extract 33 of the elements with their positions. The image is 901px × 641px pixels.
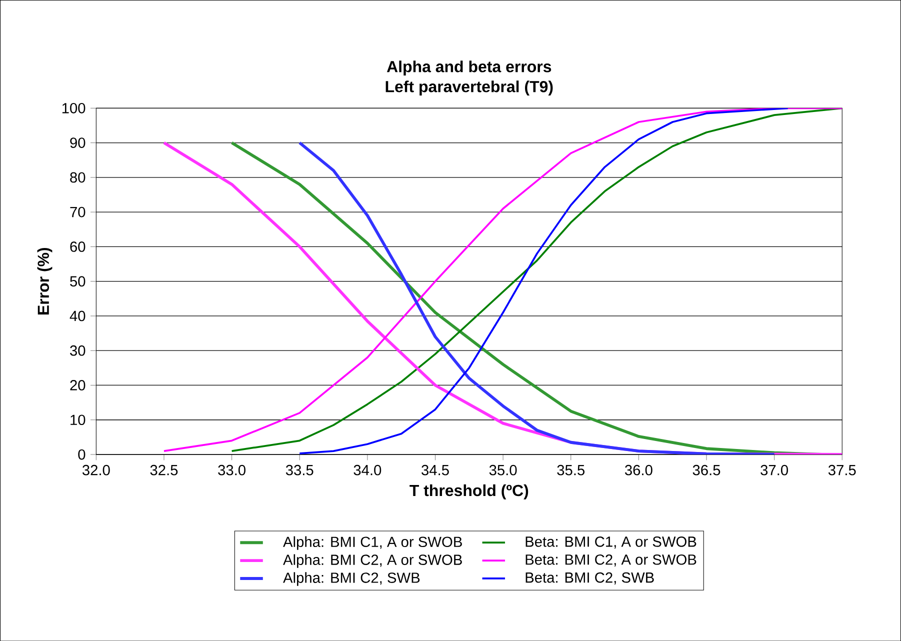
y-tick-label: 30 xyxy=(70,345,86,356)
y-tick-label: 50 xyxy=(70,276,86,286)
legend-label: Beta: BMI C2, A or SWOB xyxy=(526,554,696,566)
y-tick-label: 40 xyxy=(70,310,86,322)
x-tick-label: 34.0 xyxy=(354,464,382,476)
legend-label: Alpha: BMI C1, A or SWOB xyxy=(283,536,462,550)
x-tick-label: 35.0 xyxy=(489,464,517,476)
x-axis-title: T threshold (ºC) xyxy=(410,484,528,500)
legend-label: Alpha: BMI C2, A or SWOB xyxy=(283,554,462,568)
x-tick-label: 37.5 xyxy=(828,464,856,476)
y-tick-label: 60 xyxy=(70,241,86,252)
x-tick-label: 32.0 xyxy=(82,464,110,476)
x-tick-label: 37.0 xyxy=(760,464,788,476)
y-tick-label: 80 xyxy=(70,172,86,182)
y-tick-label: 10 xyxy=(70,414,86,425)
x-tick-label: 33.5 xyxy=(286,464,314,476)
legend-label: Beta: BMI C1, A or SWOB xyxy=(526,536,696,548)
y-tick-label: 90 xyxy=(70,137,86,148)
legend-label: Alpha: BMI C2, SWB xyxy=(283,572,420,586)
y-tick-label: 70 xyxy=(70,206,86,218)
x-tick-label: 34.5 xyxy=(422,464,449,476)
x-tick-label: 32.5 xyxy=(150,464,178,476)
chart-title: Alpha and beta errors xyxy=(386,60,552,76)
y-tick-label: 0 xyxy=(78,449,86,460)
y-tick-label: 100 xyxy=(62,102,86,114)
x-tick-label: 35.5 xyxy=(557,464,584,476)
x-tick-label: 33.0 xyxy=(218,464,246,476)
x-tick-label: 36.0 xyxy=(624,464,652,476)
y-tick-label: 20 xyxy=(70,380,86,390)
x-tick-label: 36.5 xyxy=(692,464,720,476)
chart-subtitle: Left paravertebral (T9) xyxy=(386,80,553,96)
legend-label: Beta: BMI C2, SWB xyxy=(526,572,654,584)
y-axis-title: Error (%) xyxy=(37,248,52,314)
